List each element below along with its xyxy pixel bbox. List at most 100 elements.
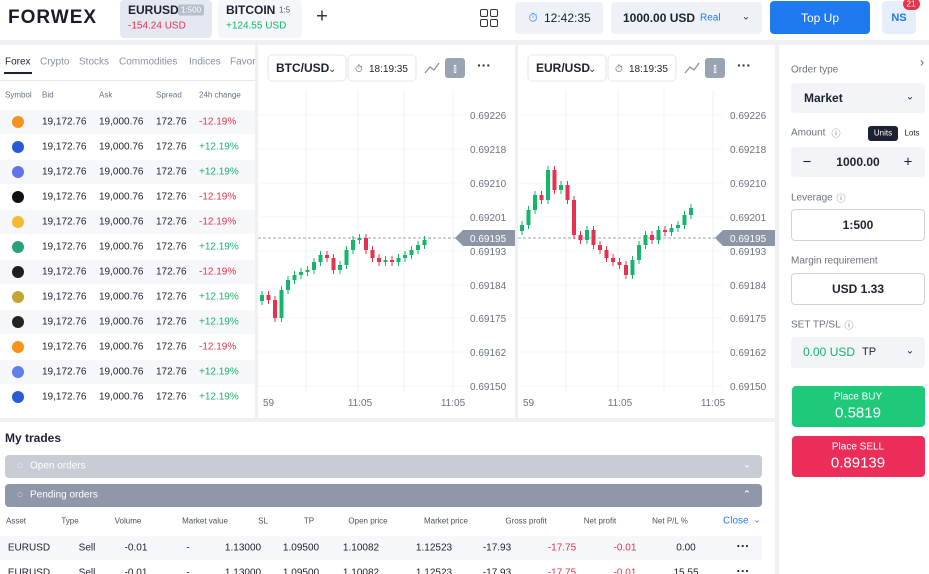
tab[interactable] <box>218 0 302 38</box>
price-label: 0.69175 <box>730 314 767 325</box>
candle-body <box>598 245 602 250</box>
row-bg[interactable] <box>0 210 255 234</box>
symbol-icon <box>12 141 24 153</box>
amount: 1000.00 <box>836 155 880 169</box>
candle-body <box>539 195 544 200</box>
cell: -17.93 <box>482 542 512 554</box>
cell: EURUSD <box>7 567 51 574</box>
market-tab[interactable]: Stocks <box>79 56 110 68</box>
cell: 19,172.76 <box>42 316 87 328</box>
row-menu[interactable]: ··· <box>736 538 750 554</box>
tab-symbol: BITCOIN <box>226 3 276 17</box>
buy-price[interactable]: 0.5819 <box>835 404 881 422</box>
buy-button[interactable] <box>792 386 925 427</box>
market-tab[interactable]: Commodities <box>119 56 178 68</box>
cell: Sell <box>78 542 96 554</box>
row-bg[interactable] <box>0 110 255 134</box>
market-tab[interactable]: Indices <box>189 56 221 68</box>
candle-body <box>318 255 323 262</box>
cell: 19,172.76 <box>42 216 87 228</box>
row-bg[interactable] <box>0 185 255 209</box>
toggle-active[interactable] <box>868 126 898 141</box>
market-tab[interactable]: Forex <box>5 56 31 68</box>
order-panel <box>779 45 929 574</box>
info: ⓘ <box>844 320 854 331</box>
row-bg[interactable] <box>0 335 255 359</box>
close-all[interactable]: Close <box>723 515 749 527</box>
field <box>791 273 925 305</box>
sell-label[interactable]: Place SELL <box>831 441 885 453</box>
grid-cell <box>490 19 498 27</box>
price-label: 0.69218 <box>470 145 507 156</box>
row-bg[interactable] <box>0 260 255 284</box>
cell: 1.09500 <box>282 567 320 574</box>
market-tab[interactable]: Crypto <box>40 56 70 68</box>
row-bg[interactable] <box>0 285 255 309</box>
cell: 19,000.76 <box>99 166 144 178</box>
row-bg[interactable] <box>0 360 255 384</box>
plus[interactable]: + <box>903 153 913 171</box>
price-label: 0.69210 <box>730 179 767 190</box>
column-header: Ask <box>99 90 113 100</box>
candle-body <box>370 250 375 258</box>
candle-body <box>331 258 336 270</box>
accordion[interactable] <box>5 455 762 478</box>
grid-cell <box>490 9 498 17</box>
column-header: Market value <box>182 516 228 526</box>
row-menu[interactable]: ··· <box>736 563 750 574</box>
row-bg[interactable] <box>0 310 255 334</box>
candle-body <box>364 238 368 250</box>
select[interactable] <box>791 337 925 368</box>
row-bg[interactable] <box>0 160 255 184</box>
symbol-icon <box>12 366 24 378</box>
column-header: 24h change <box>199 90 241 100</box>
price-label: 0.69175 <box>470 314 507 325</box>
cell: -0.01 <box>613 567 637 574</box>
time-label: 11:05 <box>701 398 726 409</box>
layout-icon[interactable] <box>480 9 498 27</box>
price-tag <box>715 230 775 246</box>
select[interactable] <box>791 83 925 113</box>
line-tool <box>424 62 440 74</box>
top-up-button[interactable] <box>770 1 870 34</box>
sell-price[interactable]: 0.89139 <box>830 454 886 472</box>
row-bg[interactable] <box>0 385 255 409</box>
candle-body <box>299 272 303 275</box>
cell: +12.19% <box>199 316 239 328</box>
buy-label[interactable]: Place BUY <box>833 391 883 403</box>
toggle[interactable]: Lots <box>904 128 920 138</box>
time-label: 59 <box>263 398 275 409</box>
candle-body <box>546 170 550 200</box>
market-tab[interactable]: Favor <box>230 56 256 68</box>
time-label: 59 <box>523 398 535 409</box>
logo: FORWEX <box>8 7 98 28</box>
collapse[interactable]: › <box>919 54 925 70</box>
row-bg[interactable] <box>0 135 255 159</box>
candle-body <box>637 245 641 260</box>
price-label: 0.69226 <box>730 111 767 122</box>
candle-body <box>377 258 381 262</box>
cell: EURUSD <box>7 542 51 554</box>
candle-body <box>689 208 693 215</box>
cell: 19,172.76 <box>42 291 87 303</box>
column-header: Volume <box>114 516 142 526</box>
add-tab[interactable]: + <box>316 5 328 28</box>
accordion[interactable] <box>5 484 762 507</box>
toggle[interactable]: Units <box>873 128 893 138</box>
cell: 172.76 <box>156 141 187 153</box>
chevron[interactable]: ⌄ <box>741 11 751 23</box>
row-bg[interactable] <box>0 235 255 259</box>
sell-button[interactable] <box>792 436 925 477</box>
candle-body <box>416 245 420 250</box>
tab-pnl: +124.55 USD <box>226 20 287 32</box>
symbol-select <box>267 54 347 82</box>
candle-body <box>682 215 687 225</box>
symbol-icon <box>12 116 24 128</box>
top-up-label[interactable]: Top Up <box>800 11 840 25</box>
cell: -0.01 <box>124 542 148 554</box>
field[interactable] <box>791 209 925 241</box>
balance-box[interactable] <box>611 2 762 34</box>
minus[interactable]: − <box>802 153 812 171</box>
cell: 172.76 <box>156 291 187 303</box>
time-label: 11:05 <box>441 398 466 409</box>
